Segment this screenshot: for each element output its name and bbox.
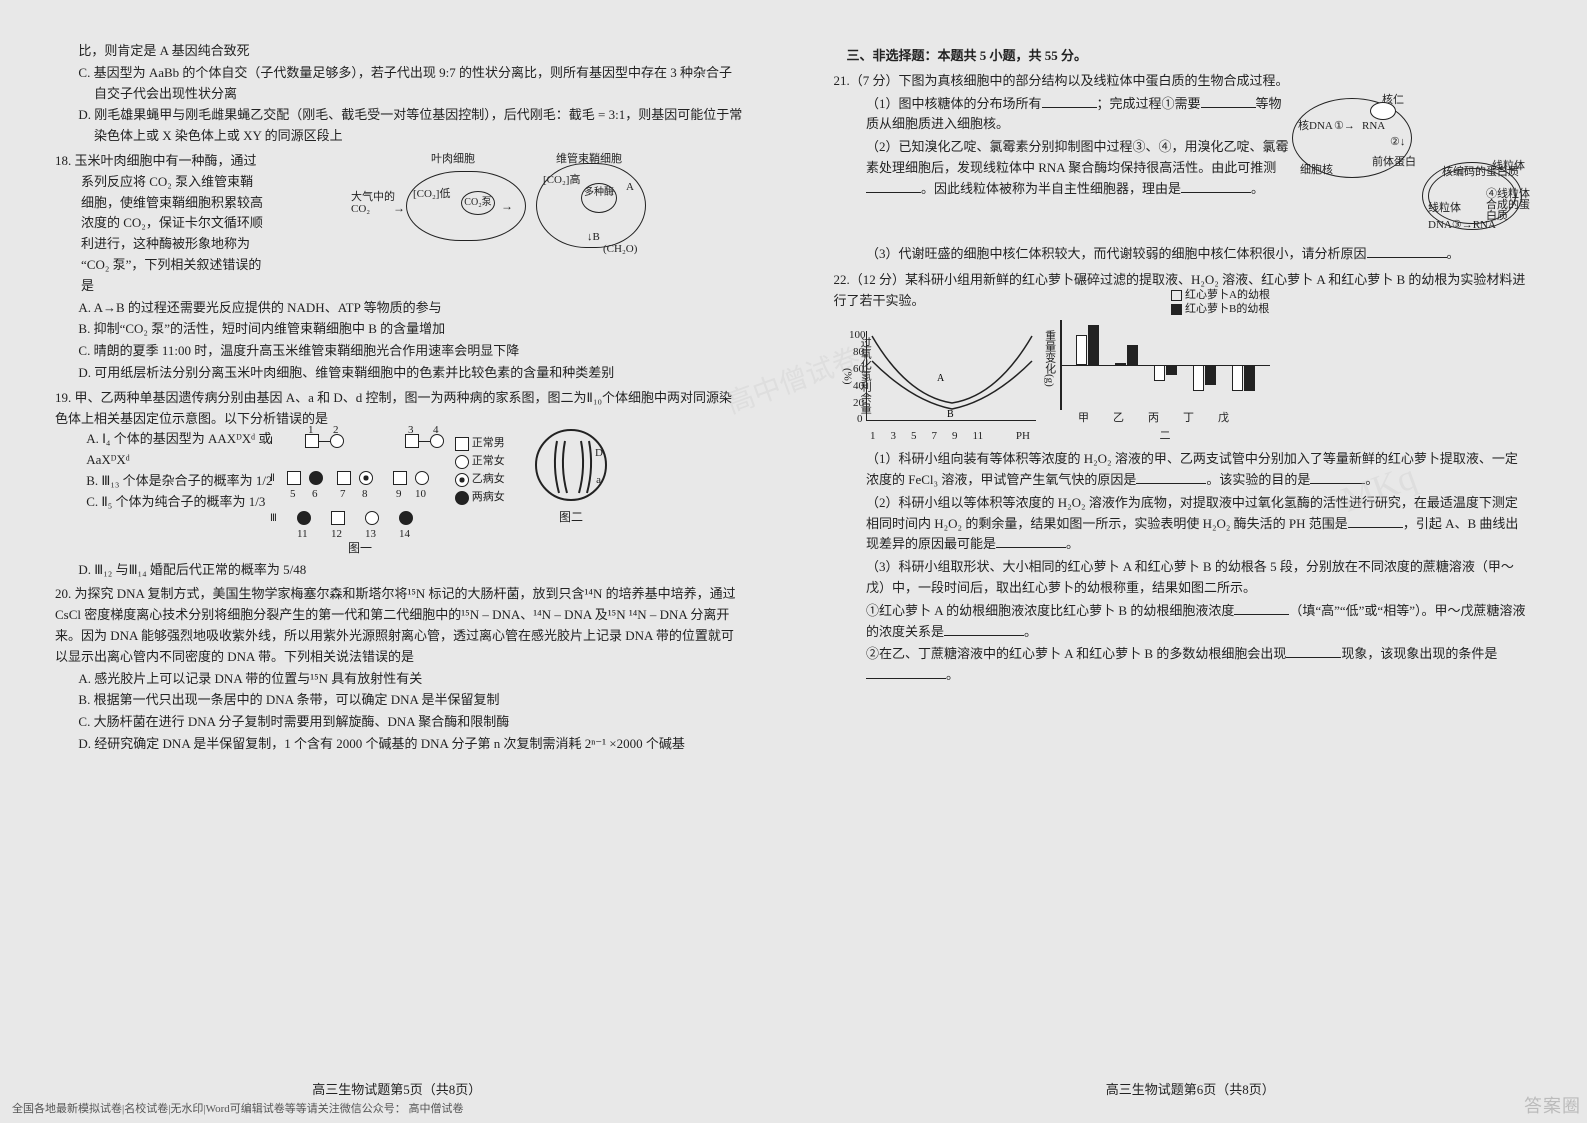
q20-opt-d: D. 经研究确定 DNA 是半保留复制，1 个含有 2000 个碱基的 DNA … [55, 734, 744, 755]
q18-opt-d: D. 可用纸层析法分别分离玉米叶肉细胞、维管束鞘细胞中的色素并比较色素的含量和种… [55, 363, 744, 384]
q19-opt-b: B. Ⅲ₁₃ 个体是杂合子的概率为 1/2 [86, 471, 275, 492]
q17-opt-b-cont: 比，则肯定是 A 基因纯合致死 [55, 41, 744, 62]
q19-opt-c: C. Ⅱ₅ 个体为纯合子的概率为 1/3 [86, 492, 275, 513]
q19-opt-a: A. Ⅰ₄ 个体的基因型为 AAXᴰXᵈ 或 AaXᴰXᵈ [86, 429, 275, 471]
svg-text:B: B [947, 409, 954, 420]
q21-1: （1）图中核糖体的分布场所有；完成过程①需要等物质从细胞质进入细胞核。 [834, 94, 1293, 136]
left-footer: 高三生物试题第5页（共8页） [0, 1080, 794, 1101]
q22-3: （3）科研小组取形状、大小相同的红心萝卜 A 和红心萝卜 B 的幼根各 5 段，… [834, 557, 1528, 599]
q22-3-1: ①红心萝卜 A 的幼根细胞液浓度比红心萝卜 B 的幼根细胞液浓度（填“高”“低”… [834, 601, 1528, 643]
q18-opt-b: B. 抑制“CO₂ 泵”的活性，短时间内维管束鞘细胞中 B 的含量增加 [55, 319, 744, 340]
q22-2: （2）科研小组以等体积等浓度的 H₂O₂ 溶液作为底物，对提取液中过氧化氢酶的活… [834, 493, 1528, 555]
q22-chart2: 红心萝卜A的幼根 红心萝卜B的幼根 重量变化(g) 甲乙丙丁戊 [1060, 320, 1270, 445]
bottom-note: 全国各地最新模拟试卷|名校试卷|无水印|Word可编辑试卷等等请关注微信公众号：… [12, 1101, 464, 1119]
q19-stem: 19. 甲、乙两种单基因遗传病分别由基因 A、a 和 D、d 控制，图一为两种病… [55, 388, 744, 430]
section-3-heading: 三、非选择题：本题共 5 小题，共 55 分。 [847, 46, 1528, 67]
q20-stem: 20. 为探究 DNA 复制方式，美国生物学家梅塞尔森和斯塔尔将¹⁵N 标记的大… [55, 584, 744, 667]
q19-chromosome-circle: D a [535, 429, 607, 501]
corner-watermark: 答案圈 [1524, 1092, 1581, 1121]
page-right: 高中僧试卷 MKq 三、非选择题：本题共 5 小题，共 55 分。 21.（7 … [794, 0, 1587, 1123]
q18-opt-a: A. A→B 的过程还需要光反应提供的 NADH、ATP 等物质的参与 [55, 298, 744, 319]
q21-figure: 核仁 核DNA ①→ RNA 细胞核 ②↓ 前体蛋白 核编码的蛋白质 线粒体 线… [1292, 92, 1527, 242]
q20-opt-a: A. 感光胶片上可以记录 DNA 带的位置与¹⁵N 具有放射性有关 [55, 669, 744, 690]
q21-2: （2）已知溴化乙啶、氯霉素分别抑制图中过程③、④，用溴化乙啶、氯霉素处理细胞后，… [834, 137, 1293, 199]
q19-opt-d: D. Ⅲ₁₂ 与Ⅲ₁₄ 婚配后代正常的概率为 5/48 [55, 560, 744, 581]
q21-heading: 21.（7 分）下图为真核细胞中的部分结构以及线粒体中蛋白质的生物合成过程。 [834, 71, 1528, 92]
q20-opt-c: C. 大肠杆菌在进行 DNA 分子复制时需要用到解旋酶、DNA 聚合酶和限制酶 [55, 712, 744, 733]
q17-opt-c: C. 基因型为 AaBb 的个体自交（子代数量足够多），若子代出现 9:7 的性… [55, 63, 744, 105]
q22-chart1: 过氧化氢利余量(%) A B 100 80 60 40 20 0 1357911… [866, 331, 1036, 445]
q22-1: （1）科研小组向装有等体积等浓度的 H₂O₂ 溶液的甲、乙两支试管中分别加入了等… [834, 449, 1528, 491]
q20-opt-b: B. 根据第一代只出现一条居中的 DNA 条带，可以确定 DNA 是半保留复制 [55, 690, 744, 711]
page-left: 比，则肯定是 A 基因纯合致死 C. 基因型为 AaBb 的个体自交（子代数量足… [0, 0, 794, 1123]
q17-opt-d: D. 刚毛雄果蝇甲与刚毛雌果蝇乙交配（刚毛、截毛受一对等位基因控制），后代刚毛：… [55, 105, 744, 147]
q18-opt-c: C. 晴朗的夏季 11:00 时，温度升高玉米维管束鞘细胞光合作用速率会明显下降 [55, 341, 744, 362]
q19-pedigree: Ⅰ Ⅱ Ⅲ 1 2 3 4 5 6 7 8 9 10 11 12 13 [275, 429, 535, 539]
q18-stem: 18. 玉米叶肉细胞中有一种酶，通过 系列反应将 CO₂ 泵入维管束鞘 细胞，使… [55, 151, 345, 297]
q21-3: （3）代谢旺盛的细胞中核仁体积较大，而代谢较弱的细胞中核仁体积很小，请分析原因。 [834, 244, 1528, 265]
right-footer: 高三生物试题第6页（共8页） [794, 1080, 1587, 1101]
q18-figure: 叶肉细胞 维管束鞘细胞 大气中的CO₂ → [CO₂]低 CO₂泵 → [CO₂… [351, 151, 661, 261]
svg-text:A: A [937, 373, 945, 384]
q22-3-2: ②在乙、丁蔗糖溶液中的红心萝卜 A 和红心萝卜 B 的多数幼根细胞会出现现象，该… [834, 644, 1528, 686]
